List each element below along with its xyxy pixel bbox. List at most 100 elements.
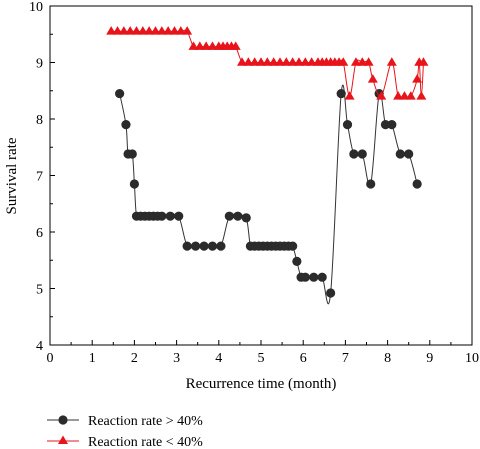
data-point-series-1 xyxy=(165,211,175,221)
data-point-series-2 xyxy=(306,57,317,66)
data-point-series-2 xyxy=(344,91,355,100)
data-point-series-2 xyxy=(230,41,241,50)
data-point-series-2 xyxy=(268,57,279,66)
data-point-series-1 xyxy=(412,179,422,189)
data-point-series-2 xyxy=(262,57,273,66)
data-point-series-2 xyxy=(350,57,361,66)
data-point-series-2 xyxy=(249,57,260,66)
y-tick-label: 6 xyxy=(36,226,43,241)
data-point-series-2 xyxy=(376,91,387,100)
data-point-series-1 xyxy=(127,149,137,159)
data-point-series-1 xyxy=(366,179,376,189)
ticks-layer: 0 1 2 3 4 5 6 7 8 9 10 4 5 6 7 8 9 10 xyxy=(29,0,479,366)
legend-marker-series-2 xyxy=(58,435,68,444)
data-point-series-1 xyxy=(241,213,251,223)
data-point-series-1 xyxy=(121,120,131,130)
data-point-series-2 xyxy=(416,91,427,100)
data-point-series-2 xyxy=(293,57,304,66)
x-tick-label: 5 xyxy=(258,351,265,366)
data-point-series-2 xyxy=(237,57,248,66)
y-tick-label: 8 xyxy=(36,113,43,128)
data-point-series-2 xyxy=(188,41,199,50)
data-point-series-1 xyxy=(288,241,298,251)
data-point-series-2 xyxy=(156,26,167,35)
y-tick-label: 4 xyxy=(36,339,43,354)
x-tick-label: 9 xyxy=(426,351,433,366)
data-point-series-2 xyxy=(393,91,404,100)
legend-label-series-2: Reaction rate < 40% xyxy=(88,435,203,449)
x-tick-label: 7 xyxy=(342,351,349,366)
x-tick-label: 10 xyxy=(465,351,479,366)
data-point-series-1 xyxy=(309,272,319,282)
x-tick-label: 1 xyxy=(89,351,96,366)
data-point-series-2 xyxy=(363,57,374,66)
data-point-series-2 xyxy=(131,26,142,35)
data-point-series-2 xyxy=(118,26,129,35)
data-point-series-1 xyxy=(115,88,125,99)
data-point-series-1 xyxy=(129,179,139,189)
data-point-series-1 xyxy=(233,211,243,221)
legend-label-series-1: Reaction rate > 40% xyxy=(88,414,203,429)
data-point-series-2 xyxy=(112,26,123,35)
x-tick-label: 6 xyxy=(300,351,307,366)
data-point-series-1 xyxy=(182,241,192,251)
data-point-series-2 xyxy=(412,74,423,83)
x-tick-label: 8 xyxy=(384,351,391,366)
data-point-series-2 xyxy=(150,26,161,35)
data-point-series-1 xyxy=(317,272,327,282)
data-point-series-2 xyxy=(256,57,266,66)
data-point-series-1 xyxy=(190,241,201,251)
data-point-series-2 xyxy=(125,26,136,35)
data-point-series-2 xyxy=(300,57,311,66)
data-point-series-1 xyxy=(326,288,336,298)
data-point-series-1 xyxy=(199,241,209,251)
data-point-series-2 xyxy=(338,57,349,66)
data-point-series-2 xyxy=(207,41,218,50)
data-point-series-1 xyxy=(300,272,310,282)
data-point-series-2 xyxy=(399,91,410,100)
data-point-series-1 xyxy=(395,149,405,159)
data-point-series-2 xyxy=(418,57,429,66)
data-point-series-2 xyxy=(137,26,148,35)
data-point-series-1 xyxy=(157,211,167,221)
y-axis-title: Survival rate xyxy=(4,137,20,214)
data-point-series-1 xyxy=(174,211,184,221)
x-tick-label: 2 xyxy=(131,351,138,366)
data-point-series-2 xyxy=(106,26,117,35)
data-point-series-1 xyxy=(404,149,414,159)
data-point-series-1 xyxy=(292,256,302,266)
legend: Reaction rate > 40% Reaction rate < 40% xyxy=(47,414,203,449)
data-point-series-2 xyxy=(169,26,180,35)
data-point-series-2 xyxy=(287,57,298,66)
data-point-series-2 xyxy=(163,26,174,35)
data-point-series-2 xyxy=(386,57,397,66)
data-point-series-2 xyxy=(182,26,193,35)
y-tick-label: 5 xyxy=(36,283,43,298)
data-point-series-2 xyxy=(405,91,416,100)
data-point-series-2 xyxy=(281,57,292,66)
legend-marker-series-1 xyxy=(58,415,68,425)
data-point-series-2 xyxy=(274,57,285,66)
data-point-series-2 xyxy=(201,41,212,50)
x-axis-title: Recurrence time (month) xyxy=(186,376,337,392)
y-tick-label: 7 xyxy=(36,170,43,185)
x-tick-label: 0 xyxy=(47,351,54,366)
x-tick-label: 4 xyxy=(215,351,222,366)
series-line-1 xyxy=(119,84,418,305)
data-point-series-1 xyxy=(380,120,391,130)
data-point-series-2 xyxy=(367,74,378,83)
x-tick-label: 3 xyxy=(173,351,180,366)
data-point-series-2 xyxy=(243,57,254,66)
data-point-series-1 xyxy=(216,241,226,251)
data-point-series-1 xyxy=(342,120,353,130)
data-point-series-2 xyxy=(357,57,368,66)
data-point-series-1 xyxy=(207,241,218,251)
y-tick-label: 10 xyxy=(29,0,43,15)
y-tick-label: 9 xyxy=(36,57,43,72)
data-point-series-1 xyxy=(224,211,234,221)
plot-frame xyxy=(49,5,473,346)
data-point-series-2 xyxy=(144,26,155,35)
series-layer xyxy=(106,26,429,305)
